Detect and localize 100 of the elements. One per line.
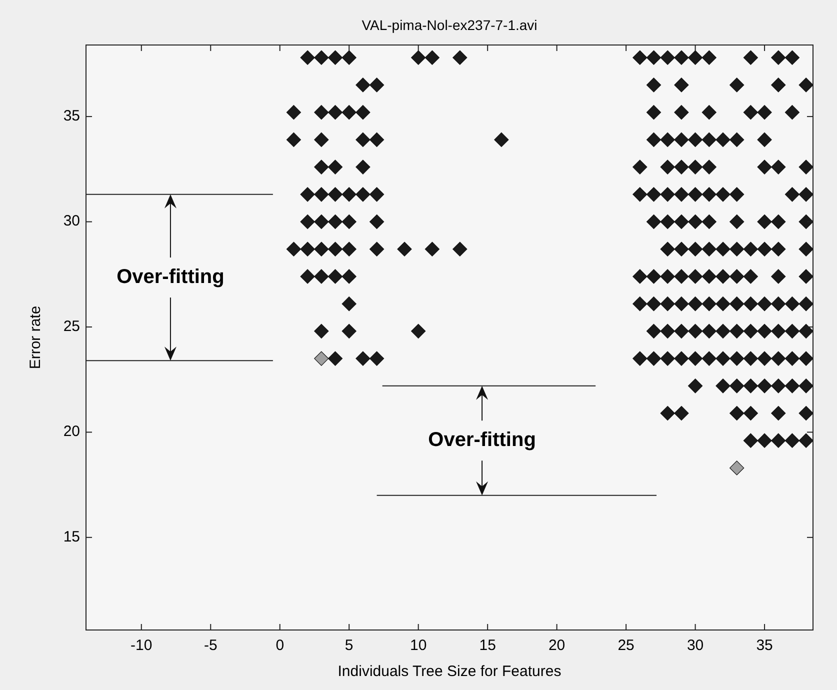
point <box>342 105 356 120</box>
point <box>411 50 426 65</box>
y-tick-label: 20 <box>63 423 80 440</box>
point <box>356 351 370 366</box>
point <box>660 214 675 230</box>
point <box>730 406 744 421</box>
point <box>328 187 343 202</box>
point <box>646 105 662 120</box>
point <box>702 187 716 202</box>
point <box>784 433 800 448</box>
point <box>632 269 648 284</box>
point <box>798 214 814 230</box>
point <box>716 187 730 202</box>
point <box>771 296 786 312</box>
point <box>798 187 814 202</box>
point <box>771 160 786 174</box>
point <box>757 378 772 394</box>
point <box>771 78 786 92</box>
point <box>743 50 758 65</box>
point <box>757 105 772 120</box>
point <box>702 105 716 120</box>
point <box>674 160 689 174</box>
point <box>342 242 356 256</box>
x-tick-label: 0 <box>276 637 284 654</box>
point <box>370 351 384 366</box>
x-tick-label: 10 <box>410 637 427 654</box>
point <box>688 50 703 65</box>
point <box>798 406 814 421</box>
point <box>730 460 744 476</box>
point <box>771 269 786 284</box>
point <box>660 296 675 312</box>
point <box>743 105 758 120</box>
point <box>660 324 675 338</box>
point <box>743 351 758 366</box>
point <box>784 378 800 394</box>
point <box>730 242 744 256</box>
x-tick-label: -10 <box>130 637 152 654</box>
point <box>757 160 772 174</box>
point <box>674 214 689 230</box>
point <box>646 78 662 92</box>
point <box>730 214 744 230</box>
point <box>688 242 703 256</box>
point <box>674 269 689 284</box>
point <box>674 105 689 120</box>
x-tick-label: 15 <box>479 637 496 654</box>
point <box>784 296 800 312</box>
point <box>702 242 716 256</box>
point <box>646 269 662 284</box>
point <box>743 406 758 421</box>
point <box>730 187 744 202</box>
point <box>356 160 370 174</box>
point <box>646 132 662 147</box>
y-tick-label: 30 <box>63 212 80 230</box>
point <box>328 50 343 65</box>
point <box>798 269 814 284</box>
point <box>314 242 329 256</box>
point <box>688 351 703 366</box>
point <box>286 132 302 147</box>
point <box>757 242 772 256</box>
point <box>702 269 716 284</box>
point <box>757 214 772 230</box>
point <box>356 78 370 92</box>
point <box>798 324 814 338</box>
point <box>286 105 302 120</box>
point <box>328 351 343 366</box>
point <box>397 242 412 256</box>
point <box>424 50 440 65</box>
point <box>784 324 800 338</box>
point <box>757 433 772 448</box>
point <box>328 160 343 174</box>
point <box>356 187 370 202</box>
point <box>771 378 786 394</box>
x-tick-label: 35 <box>756 637 773 654</box>
point <box>688 160 703 174</box>
point <box>688 132 703 147</box>
point <box>688 378 703 394</box>
point <box>743 269 758 284</box>
point <box>757 132 772 147</box>
point <box>424 242 440 256</box>
point <box>716 378 730 394</box>
point <box>314 351 329 366</box>
point <box>660 406 675 421</box>
point <box>798 351 814 366</box>
point <box>328 105 343 120</box>
point <box>660 160 675 174</box>
point <box>784 105 800 120</box>
point <box>730 324 744 338</box>
point <box>716 296 730 312</box>
point <box>632 296 648 312</box>
chart-title: VAL-pima-Nol-ex237-7-1.avi <box>362 17 538 33</box>
point <box>716 242 730 256</box>
x-tick-label: 5 <box>344 637 354 654</box>
point <box>771 433 786 448</box>
point <box>300 50 315 65</box>
point <box>632 160 648 174</box>
point <box>688 296 703 312</box>
point <box>688 269 703 284</box>
y-tick-label: 15 <box>63 528 80 546</box>
point <box>646 187 662 202</box>
x-axis-title: Individuals Tree Size for Features <box>338 663 562 680</box>
